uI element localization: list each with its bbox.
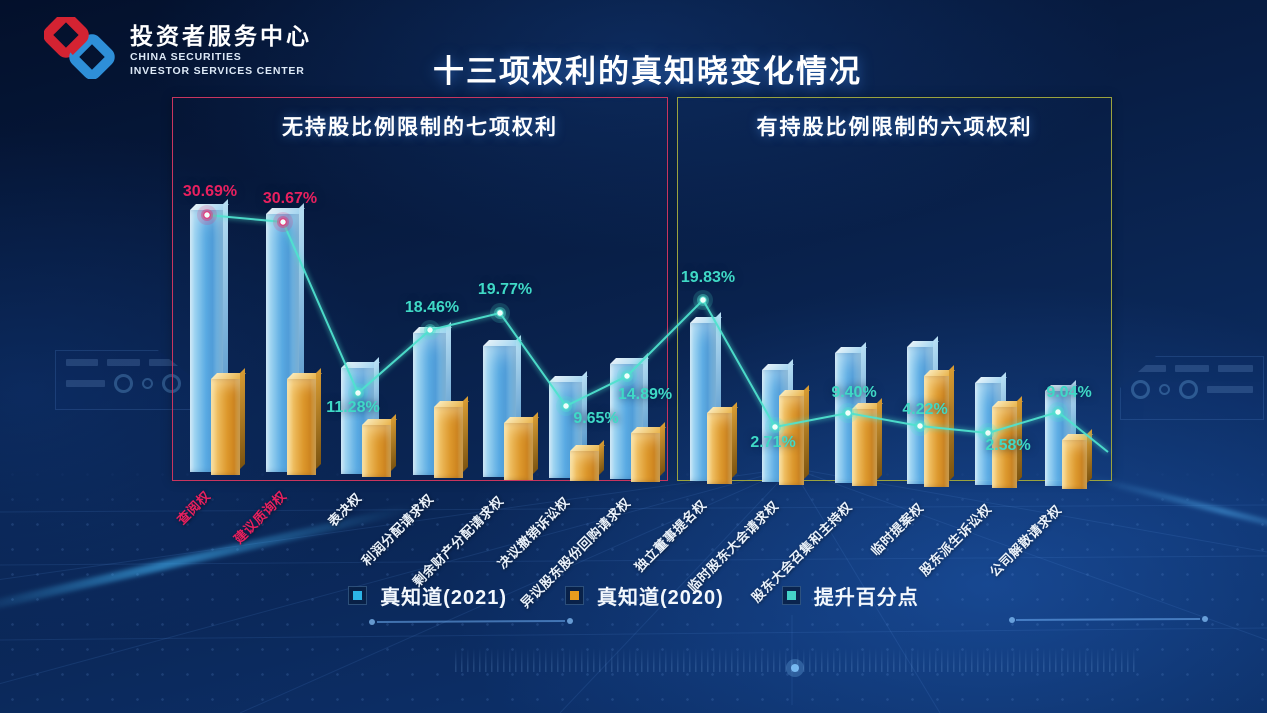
logo-subtitle-en1: CHINA SECURITIES — [130, 51, 242, 64]
panel-no-holding-limit: 无持股比例限制的七项权利 — [172, 97, 668, 481]
hud-chip — [66, 380, 105, 387]
legend-swatch-improvement-icon — [781, 586, 801, 605]
legend-label: 提升百分点 — [813, 587, 919, 609]
legend-swatch-inner — [786, 591, 796, 600]
waveform-decoration — [455, 648, 1135, 672]
category-label-1: 查阅权 — [174, 488, 214, 528]
hud-rings-row — [1131, 380, 1253, 399]
hud-chip — [1218, 365, 1254, 372]
hud-ring — [1131, 380, 1150, 399]
csisc-logo: 投资者服务中心 CHINA SECURITIES INVESTOR SERVIC… — [44, 17, 312, 79]
category-label-8: 独立董事提名权 — [632, 497, 710, 575]
category-label-3: 表决权 — [325, 490, 365, 530]
legend-label: 真知道(2021) — [380, 587, 507, 609]
legend-swatch-inner — [570, 591, 579, 600]
category-label-4: 利润分配请求权 — [359, 491, 437, 569]
hud-chip — [1131, 365, 1166, 372]
light-streak — [1083, 473, 1267, 543]
panel-title-left: 无持股比例限制的七项权利 — [282, 116, 558, 139]
category-label-11: 临时提案权 — [868, 500, 927, 559]
category-label-12: 股东派生诉讼权 — [917, 501, 995, 579]
legend-item-2020: 真知道(2020) — [565, 581, 724, 610]
legend-label: 真知道(2020) — [597, 587, 724, 609]
legend-item-improvement: 提升百分点 — [781, 581, 919, 610]
hud-ring — [1179, 380, 1198, 399]
hud-chip — [1174, 365, 1210, 372]
hud-ring — [114, 374, 133, 393]
hud-ring — [1159, 384, 1170, 395]
hud-ring — [142, 378, 153, 389]
category-label-6: 决议撤销诉讼权 — [495, 494, 573, 572]
hud-chip — [66, 359, 99, 366]
hud-chip — [1207, 386, 1253, 393]
hud-chip — [107, 359, 140, 366]
panel-title-right: 有持股比例限制的六项权利 — [756, 116, 1033, 139]
hud-panel-right — [1120, 356, 1264, 420]
legend-swatch-inner — [353, 591, 363, 600]
category-label-5: 剩余财产分配请求权 — [410, 493, 507, 590]
logo-text: 投资者服务中心 CHINA SECURITIES INVESTOR SERVIC… — [130, 17, 312, 78]
panel-holding-limit: 有持股比例限制的六项权利 — [677, 97, 1112, 481]
legend-swatch-2021-icon — [348, 586, 368, 605]
category-label-2: 建议质询权 — [231, 488, 290, 547]
legend: 真知道(2021) 真知道(2020) 提升百分点 — [0, 581, 1267, 610]
csisc-logo-icon — [44, 17, 115, 79]
category-label-13: 公司解散请求权 — [987, 502, 1065, 580]
page-title: 十三项权利的真知晓变化情况 — [433, 54, 862, 89]
hud-rings-row — [66, 374, 181, 393]
hud-stats-row — [1131, 365, 1254, 372]
logo-title-cn: 投资者服务中心 — [130, 23, 312, 50]
legend-swatch-2020-icon — [565, 586, 584, 605]
hud-stats-row — [66, 359, 181, 366]
logo-subtitle-en2: INVESTOR SERVICES CENTER — [130, 65, 305, 77]
legend-item-2021: 真知道(2021) — [348, 581, 507, 610]
